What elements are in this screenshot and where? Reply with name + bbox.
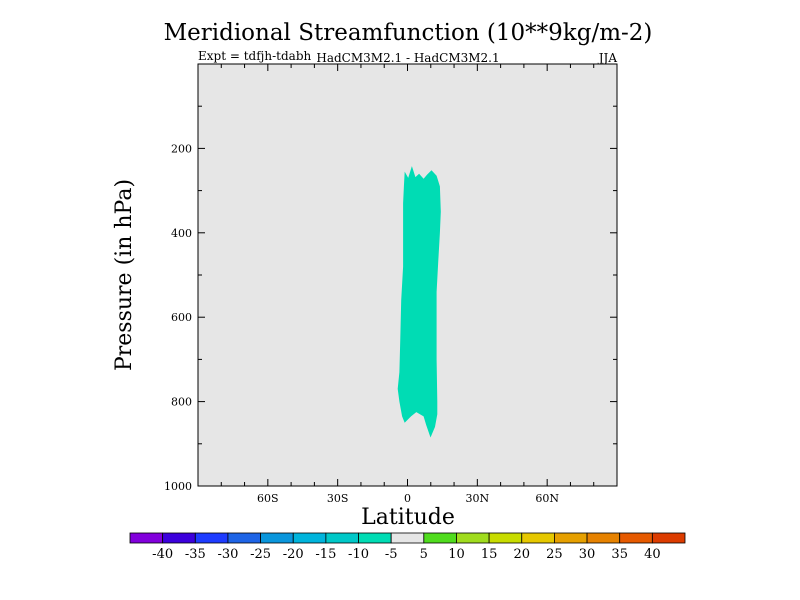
y-tick-label: 1000 <box>164 480 192 493</box>
colorbar-swatch <box>390 532 425 544</box>
colorbar-swatch <box>651 532 686 544</box>
colorbar-label: -30 <box>217 547 238 562</box>
colorbar-label: 15 <box>481 547 498 562</box>
colorbar-label: -5 <box>385 547 398 562</box>
colorbar-label: -15 <box>315 547 336 562</box>
colorbar-swatch <box>227 532 261 544</box>
colorbar-label: 10 <box>448 547 465 562</box>
experiment-label: Expt = tdfjh-tdabh <box>198 49 312 63</box>
x-axis-ticks: 60S 30S 0 30N 60N <box>220 64 595 505</box>
colorbar-label: 35 <box>611 547 628 562</box>
colorbar-swatch <box>521 532 555 544</box>
colorbar-label: -25 <box>250 547 271 562</box>
colorbar-swatch <box>358 532 392 544</box>
y-tick-label: 200 <box>171 142 192 155</box>
y-tick-label: 400 <box>171 227 192 240</box>
colorbar-swatch <box>456 532 490 544</box>
colorbar-label: -20 <box>283 547 304 562</box>
y-tick-label: 600 <box>171 311 192 324</box>
chart-title: Meridional Streamfunction (10**9kg/m-2) <box>164 20 653 46</box>
colorbar-label: 30 <box>579 547 596 562</box>
colorbar-swatch <box>194 532 229 544</box>
y-axis-ticks: 200 400 600 800 1000 <box>164 105 617 493</box>
colorbar-label: 40 <box>644 547 661 562</box>
colorbar-swatch <box>260 532 294 544</box>
y-axis-title: Pressure (in hPa) <box>112 179 137 371</box>
colorbar-label: -35 <box>185 547 206 562</box>
colorbar-swatch <box>423 532 457 544</box>
x-tick-label: 60S <box>257 492 279 505</box>
colorbar-label: 5 <box>420 547 428 562</box>
colorbar-label: 20 <box>513 547 530 562</box>
colorbar-swatch <box>325 532 359 544</box>
colorbar-swatch <box>292 532 327 544</box>
x-axis-title: Latitude <box>361 505 455 530</box>
x-tick-label: 30S <box>327 492 349 505</box>
colorbar-swatch <box>162 532 196 544</box>
contour-region-0 <box>397 166 441 438</box>
colorbar-swatch <box>129 532 164 544</box>
x-tick-label: 0 <box>404 492 411 505</box>
model-comparison-label: HadCM3M2.1 - HadCM3M2.1 <box>316 51 499 65</box>
colorbar-swatch <box>554 532 588 544</box>
filled-regions <box>397 166 441 438</box>
colorbar-label: 25 <box>546 547 563 562</box>
colorbar: -40 -35 -30 -25 -20 -15 -10 -5 5 10 15 20 25 30 35 40 <box>129 532 686 562</box>
season-label: JJA <box>597 51 618 65</box>
x-tick-label: 30N <box>466 492 490 505</box>
x-tick-label: 60N <box>535 492 559 505</box>
colorbar-swatch <box>488 532 523 544</box>
colorbar-label: -40 <box>152 547 173 562</box>
colorbar-swatch <box>619 532 653 544</box>
y-tick-label: 800 <box>171 396 192 409</box>
colorbar-swatch <box>586 532 621 544</box>
colorbar-label: -10 <box>348 547 369 562</box>
